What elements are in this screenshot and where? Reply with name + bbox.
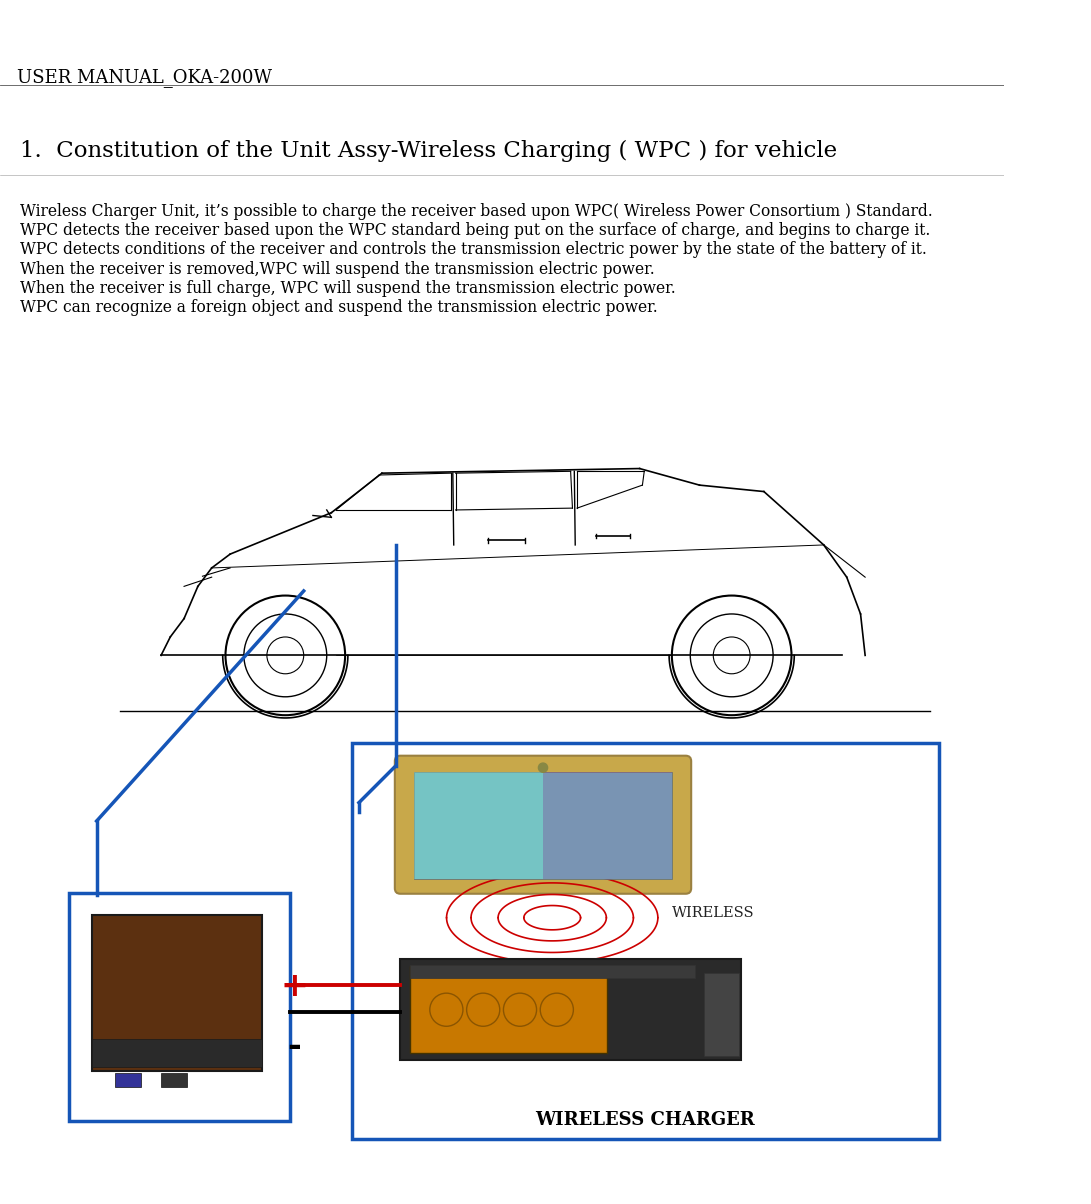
Bar xyxy=(161,1073,187,1087)
Text: +: + xyxy=(280,970,309,1003)
Text: USER MANUAL_OKA-200W: USER MANUAL_OKA-200W xyxy=(16,69,272,87)
Text: WPC detects the receiver based upon the WPC standard being put on the surface of: WPC detects the receiver based upon the … xyxy=(21,222,931,238)
Bar xyxy=(415,772,543,879)
Bar xyxy=(115,1073,141,1087)
Bar xyxy=(352,743,938,1139)
Circle shape xyxy=(538,763,548,772)
Bar xyxy=(704,973,739,1056)
Bar xyxy=(415,772,672,879)
Text: -: - xyxy=(288,1031,301,1063)
Bar xyxy=(409,964,695,978)
Bar xyxy=(69,893,290,1121)
Bar xyxy=(92,915,262,1072)
Bar xyxy=(92,1039,262,1067)
Text: When the receiver is full charge, WPC will suspend the transmission electric pow: When the receiver is full charge, WPC wi… xyxy=(21,279,676,297)
Text: Wireless Charger Unit, it’s possible to charge the receiver based upon WPC( Wire: Wireless Charger Unit, it’s possible to … xyxy=(21,202,933,219)
Text: WIRELESS: WIRELESS xyxy=(672,907,755,920)
Bar xyxy=(400,960,741,1061)
Text: 1.  Constitution of the Unit Assy-Wireless Charging ( WPC ) for vehicle: 1. Constitution of the Unit Assy-Wireles… xyxy=(21,140,838,163)
FancyBboxPatch shape xyxy=(395,756,692,893)
Text: When the receiver is removed,WPC will suspend the transmission electric power.: When the receiver is removed,WPC will su… xyxy=(21,260,655,278)
Text: WPC can recognize a foreign object and suspend the transmission electric power.: WPC can recognize a foreign object and s… xyxy=(21,300,658,317)
Bar xyxy=(409,967,608,1054)
Text: WPC detects conditions of the receiver and controls the transmission electric po: WPC detects conditions of the receiver a… xyxy=(21,241,927,258)
Text: WIRELESS CHARGER: WIRELESS CHARGER xyxy=(536,1111,755,1129)
Bar xyxy=(543,772,672,879)
